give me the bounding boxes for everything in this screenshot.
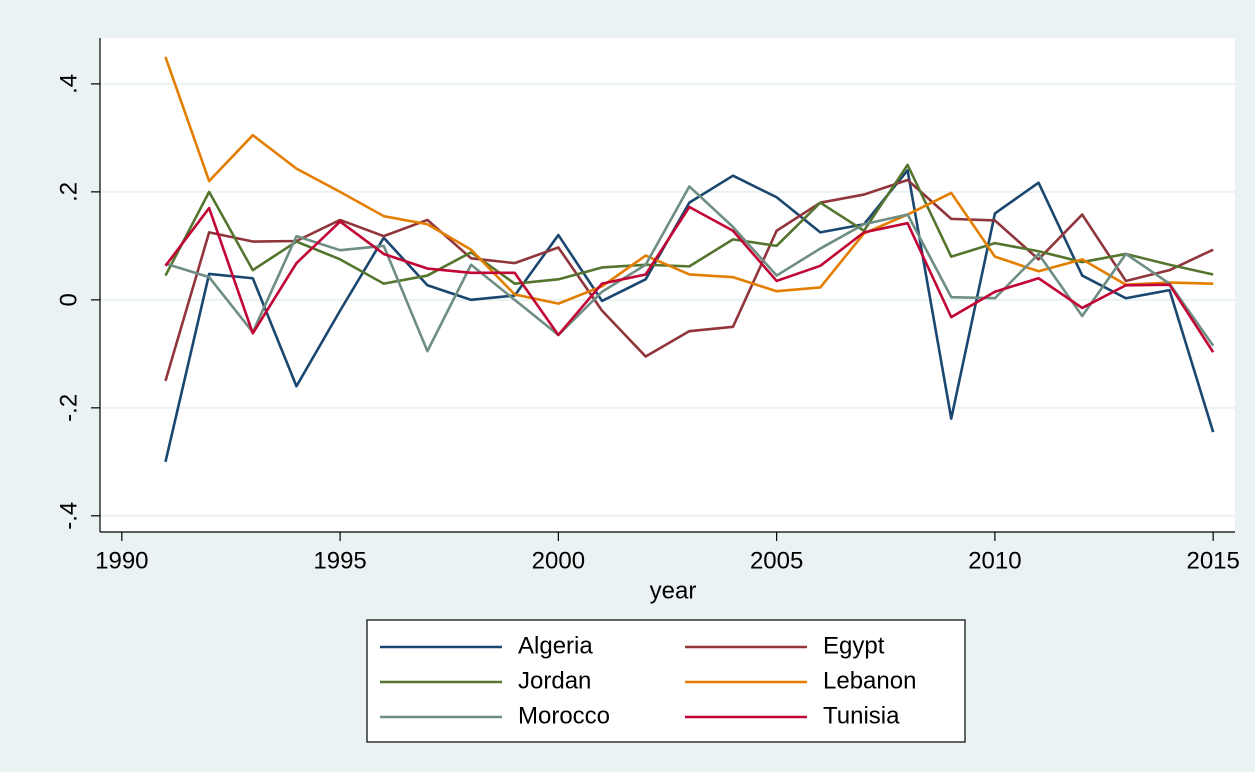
- x-tick-label: 1990: [95, 547, 148, 574]
- x-tick-label: 2005: [750, 547, 803, 574]
- plot-area: [100, 38, 1235, 532]
- legend-label: Lebanon: [823, 667, 916, 694]
- y-tick-label: -.4: [55, 502, 82, 530]
- series-line: [164, 168, 1215, 463]
- series-line: [164, 205, 1215, 353]
- y-tick-label: 0: [55, 293, 82, 306]
- x-axis-label: year: [650, 577, 697, 604]
- series-line: [164, 56, 1214, 305]
- series-line: [164, 178, 1214, 382]
- y-tick-label: -.2: [55, 394, 82, 422]
- legend-label: Jordan: [518, 667, 591, 694]
- legend-label: Tunisia: [823, 702, 900, 729]
- legend-label: Egypt: [823, 632, 885, 659]
- legend-label: Morocco: [518, 702, 610, 729]
- y-tick-label: .2: [55, 182, 82, 202]
- series-line: [164, 163, 1214, 285]
- legend-label: Algeria: [518, 632, 593, 659]
- x-tick-label: 1995: [313, 547, 366, 574]
- x-tick-label: 2010: [968, 547, 1021, 574]
- x-tick-label: 2000: [532, 547, 585, 574]
- x-tick-label: 2015: [1186, 547, 1239, 574]
- y-tick-label: .4: [55, 74, 82, 94]
- series-line: [165, 185, 1215, 353]
